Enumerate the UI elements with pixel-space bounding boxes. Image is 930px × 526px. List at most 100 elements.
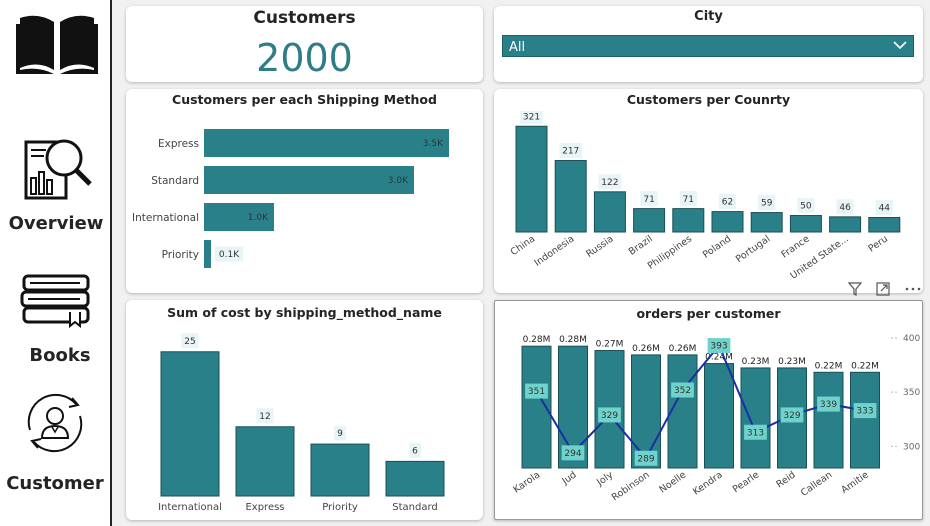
bar-data-label: 0.27M [596, 340, 624, 350]
line-data-label-bg [707, 338, 731, 354]
data-label: 25 [184, 337, 195, 347]
nav-label-overview: Overview [8, 213, 104, 234]
data-label-bg [836, 199, 854, 215]
bar [631, 354, 661, 469]
data-label-bg [797, 198, 815, 214]
line-data-label: 352 [674, 386, 691, 396]
nav-label-customer: Customer [6, 473, 104, 494]
line-data-label: 329 [783, 411, 800, 421]
line-data-label-bg [780, 407, 804, 423]
sidebar: Overview Books Customer [0, 0, 112, 526]
category-label: Peru [866, 233, 890, 254]
line-data-label: 333 [856, 407, 873, 417]
line-data-label-bg [817, 396, 840, 412]
data-label-bg [409, 442, 421, 458]
chart-title: Customers per Counrty [626, 92, 791, 107]
data-label: 62 [722, 198, 733, 208]
line-data-label-bg [671, 382, 694, 398]
line-data-label: 313 [747, 428, 764, 438]
data-label-bg [334, 425, 346, 441]
category-label: China [509, 233, 538, 258]
data-label: 122 [601, 178, 618, 188]
bar [633, 208, 666, 233]
bar [160, 351, 220, 497]
bar-data-label: 0.23M [778, 357, 806, 367]
data-label: 6 [412, 447, 418, 457]
data-label-bg [679, 191, 697, 207]
category-label: Portugal [734, 233, 773, 265]
category-label: Noelle [657, 469, 688, 495]
data-label: 217 [562, 147, 579, 157]
line-data-label-bg [744, 424, 767, 440]
bar-data-label: 0.22M [851, 361, 879, 371]
line-data-label: 294 [564, 449, 581, 459]
data-label-bg [520, 111, 543, 124]
data-label: 12 [259, 412, 270, 422]
bar [850, 371, 880, 469]
data-label: 50 [800, 202, 812, 212]
more-options-icon[interactable] [904, 282, 922, 296]
bar [750, 212, 783, 233]
y2-tick-label: 350 [903, 388, 920, 398]
bar [204, 240, 211, 268]
line-data-label-bg [561, 445, 585, 461]
category-label: Callean [799, 469, 834, 498]
category-label: France [779, 233, 811, 260]
data-label: 9 [337, 429, 343, 439]
nav-label-books: Books [29, 345, 91, 366]
data-label: 0.1K [219, 250, 240, 260]
bar [868, 217, 901, 233]
line-data-label: 329 [601, 411, 618, 421]
orders-chart-card: orders per customer 400 350 300 0.28M Karola… [494, 300, 923, 520]
data-label: 321 [523, 112, 540, 122]
data-label-bg [598, 174, 622, 190]
shipping-method-chart-card: Customers per each Shipping Method Expre… [126, 89, 483, 293]
category-label: Kendra [691, 469, 725, 497]
shipping-method-bar-chart: Express 3.5K Standard 3.0K International 1.0K… [132, 129, 449, 268]
bar-data-label: 0.26M [632, 344, 660, 354]
chart-title: orders per customer [636, 306, 781, 321]
data-label-bg [181, 333, 199, 349]
bar [235, 426, 295, 497]
data-label: 3.5K [423, 139, 444, 149]
data-label-bg [256, 408, 274, 424]
bar [704, 363, 734, 469]
category-label: Philippines [646, 233, 694, 271]
data-label-bg [758, 195, 776, 211]
cost-chart-card: Sum of cost by shipping_method_name 25 In… [126, 300, 483, 520]
city-dropdown[interactable]: All [502, 35, 914, 57]
city-slicer-title: City [694, 9, 723, 24]
filter-icon[interactable] [848, 282, 862, 296]
data-label-bg [718, 194, 737, 210]
category-label: Express [245, 502, 284, 513]
bar [813, 371, 844, 469]
line-series [535, 343, 866, 461]
line-data-label: 351 [528, 387, 545, 397]
bar-data-label: 0.28M [523, 335, 551, 345]
bar [711, 211, 744, 233]
data-label: 1.0K [248, 213, 269, 223]
kpi-value: 2000 [256, 36, 353, 80]
data-label: 59 [761, 199, 773, 209]
chevron-down-icon[interactable] [893, 38, 907, 52]
category-label: International [158, 502, 222, 513]
category-label: Express [158, 138, 199, 150]
bar [310, 443, 370, 497]
bar [204, 203, 274, 231]
line-data-label: 393 [710, 342, 727, 352]
bar-data-label: 0.23M [742, 357, 770, 367]
books-stack-icon [20, 274, 90, 328]
category-label: International [132, 212, 199, 224]
category-label: Standard [151, 175, 199, 187]
city-slicer-card: City All [494, 6, 923, 82]
cost-bar-chart: 25 International 12 Express 9 Priority 6 Standa… [158, 333, 445, 513]
bar-data-label: 0.24M [705, 353, 733, 363]
bar [667, 354, 698, 469]
line-data-label-bg [634, 450, 658, 466]
visual-header [842, 280, 927, 298]
category-label: Priority [162, 249, 199, 261]
line-data-label-bg [598, 407, 621, 423]
report-search-icon [24, 139, 92, 200]
focus-mode-icon[interactable] [876, 282, 890, 296]
bar [515, 125, 548, 233]
